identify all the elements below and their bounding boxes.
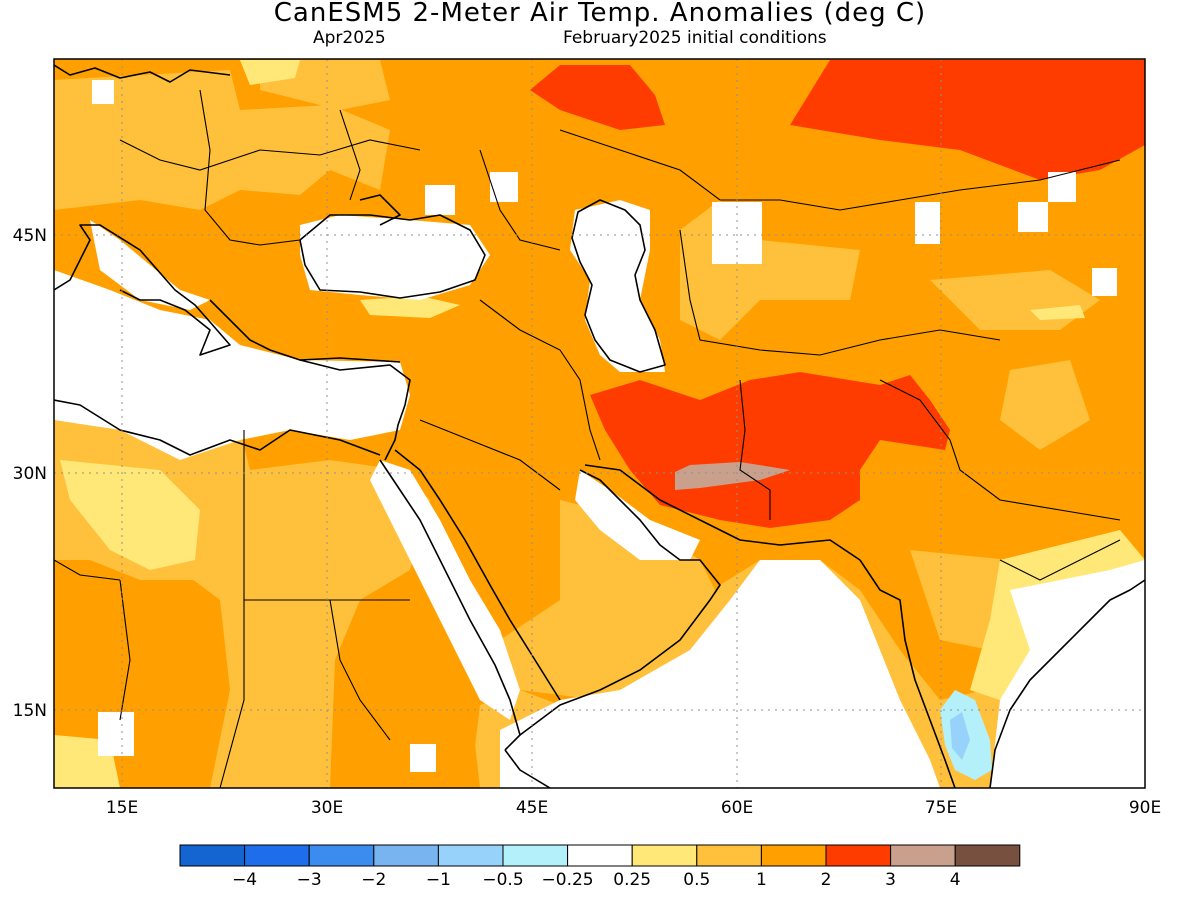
lon-tick: 75E xyxy=(925,798,957,818)
longitude-ticks: 15E 30E 45E 60E 75E 90E xyxy=(106,798,1161,818)
colorbar-swatch xyxy=(825,844,892,867)
colorbar-label: −3 xyxy=(297,870,322,890)
colorbar-swatch xyxy=(567,844,633,867)
chart-title: CanESM5 2-Meter Air Temp. Anomalies (deg… xyxy=(273,0,927,28)
anomaly-region-3-4 xyxy=(675,462,790,490)
colorbar-swatch xyxy=(308,844,375,867)
map-frame xyxy=(53,58,1146,789)
anomaly-region-negative xyxy=(950,712,970,760)
colorbar-swatch xyxy=(502,844,569,867)
valid-month: Apr2025 xyxy=(313,28,386,48)
colorbar-swatch xyxy=(631,844,698,867)
colorbar-label: −2 xyxy=(361,870,386,890)
colorbar-label: 2 xyxy=(821,870,832,890)
lon-tick: 15E xyxy=(106,798,138,818)
lon-tick: 90E xyxy=(1129,798,1161,818)
colorbar-swatch xyxy=(244,844,310,867)
lat-tick: 15N xyxy=(13,701,47,721)
latitude-ticks: 45N 30N 15N xyxy=(13,226,47,721)
colorbar-swatch xyxy=(179,844,246,867)
colorbar: −4 −3 −2 −1 −0.5 −0.25 0.25 0.5 1 2 3 4 xyxy=(179,844,1021,890)
colorbar-swatch xyxy=(890,844,956,867)
colorbar-label: 0.25 xyxy=(613,870,651,890)
colorbar-label: −0.5 xyxy=(482,870,523,890)
colorbar-swatch xyxy=(696,844,762,867)
colorbar-swatch xyxy=(760,844,827,867)
lon-tick: 30E xyxy=(311,798,343,818)
colorbar-label: 0.5 xyxy=(683,870,710,890)
colorbar-label: 3 xyxy=(885,870,896,890)
colorbar-label: −1 xyxy=(426,870,451,890)
colorbar-label: 4 xyxy=(950,870,961,890)
colorbar-label: −4 xyxy=(232,870,257,890)
lat-tick: 45N xyxy=(13,226,47,246)
initial-conditions: February2025 initial conditions xyxy=(563,28,827,48)
colorbar-swatch xyxy=(373,844,439,867)
colorbar-swatch xyxy=(437,844,504,867)
colorbar-label: 1 xyxy=(756,870,767,890)
colorbar-swatch xyxy=(954,844,1021,867)
map-plot-area xyxy=(54,59,1145,788)
lon-tick: 45E xyxy=(516,798,548,818)
lon-tick: 60E xyxy=(721,798,753,818)
country-borders xyxy=(54,89,1121,788)
near-zero-areas xyxy=(54,80,1145,788)
coastlines xyxy=(54,64,1145,788)
lat-tick: 30N xyxy=(13,464,47,484)
colorbar-label: −0.25 xyxy=(542,870,594,890)
graticule xyxy=(54,59,1145,788)
